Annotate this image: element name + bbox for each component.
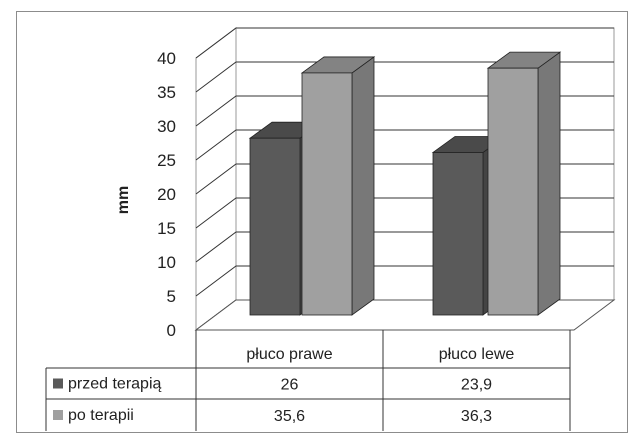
bar-front — [249, 137, 301, 316]
y-tick-label: 25 — [157, 151, 176, 170]
bars — [248, 51, 562, 316]
table-category-label: płuco prawe — [246, 346, 332, 363]
y-tick-label: 30 — [157, 117, 176, 136]
y-tick-label: 0 — [167, 321, 176, 340]
table-value: 23,9 — [461, 377, 492, 394]
y-tick-label: 35 — [157, 83, 176, 102]
bar-side — [351, 56, 375, 316]
legend-swatch — [53, 410, 63, 420]
gridline — [195, 61, 614, 93]
bar — [300, 56, 376, 316]
data-table: płuco prawe płuco lewe przed terapią 26 23,9… — [45, 330, 571, 431]
table-value: 36,3 — [461, 408, 492, 425]
table-value: 26 — [281, 377, 299, 394]
y-tick-label: 40 — [157, 49, 176, 68]
bar-front — [487, 67, 539, 316]
table-value: 35,6 — [274, 408, 305, 425]
legend-swatch — [53, 378, 63, 389]
y-axis-ticks: 0 5 10 15 20 25 30 35 40 — [157, 49, 176, 340]
bar-side — [537, 51, 561, 316]
bar-front — [432, 152, 484, 316]
y-tick-label: 20 — [157, 185, 176, 204]
table-category-label: płuco lewe — [439, 346, 515, 363]
bar — [486, 51, 562, 316]
y-tick-label: 5 — [167, 287, 176, 306]
bar-front — [301, 72, 353, 316]
gridline — [195, 27, 614, 59]
y-tick-label: 15 — [157, 219, 176, 238]
legend-label: przed terapią — [68, 376, 161, 393]
y-tick-label: 10 — [157, 253, 176, 272]
y-axis-label: mm — [115, 186, 132, 214]
legend-label: po terapii — [68, 407, 134, 424]
